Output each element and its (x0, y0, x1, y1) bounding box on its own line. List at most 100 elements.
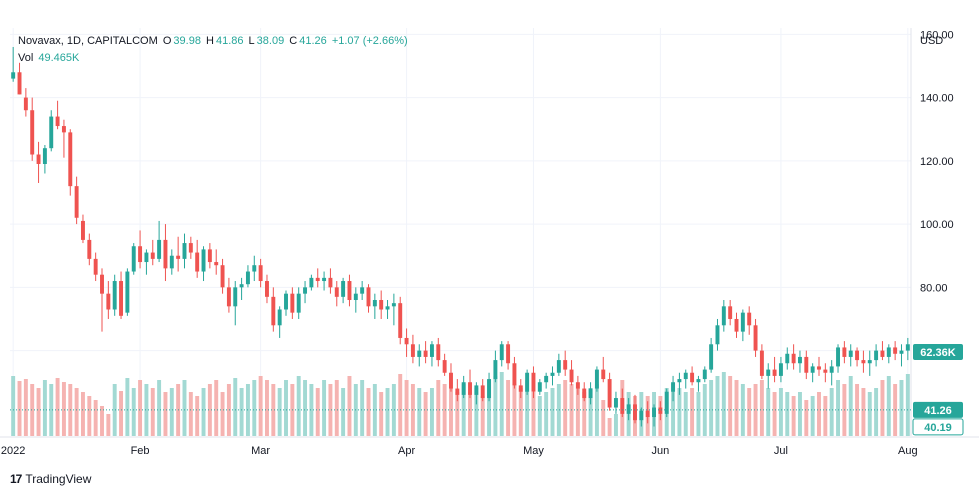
candle-body (328, 277, 333, 288)
candle-body (284, 293, 288, 310)
volume-bar (836, 380, 840, 436)
volume-bar (385, 388, 390, 436)
volume-legend: Vol 49.465K (18, 52, 81, 64)
candle-body (721, 306, 726, 326)
tradingview-brand: TradingView (25, 472, 92, 486)
volume-bar (728, 376, 733, 436)
volume-bar (163, 392, 168, 436)
volume-bar (239, 388, 244, 436)
volume-bar (36, 388, 41, 436)
candle-body (569, 369, 574, 383)
candle-body (537, 382, 542, 392)
candle-body (645, 410, 650, 418)
volume-price-label: 62.36K (920, 347, 956, 359)
candle-body (544, 375, 549, 383)
tradingview-logo-icon: 17 (10, 472, 22, 486)
volume-bar (328, 384, 333, 436)
volume-bar (518, 388, 523, 436)
volume-bar (131, 388, 136, 436)
candle-body (125, 271, 130, 313)
volume-bar (734, 380, 739, 436)
candle-body (633, 404, 637, 421)
candle-body (296, 293, 301, 313)
candle-body (42, 148, 47, 164)
volume-bar (23, 379, 28, 436)
volume-bar (296, 376, 301, 436)
candle-body (265, 281, 269, 297)
candle-body (157, 239, 162, 259)
candle-body (303, 287, 308, 294)
candle-body (506, 344, 511, 364)
candle-body (182, 243, 187, 259)
candle-body (512, 363, 517, 386)
candle-body (220, 265, 225, 288)
volume-bar (753, 384, 758, 436)
volume-bar (696, 392, 701, 436)
candle-body (138, 246, 143, 263)
candle-body (709, 344, 714, 370)
y-tick-label: 80.00 (920, 282, 948, 294)
candle-body (594, 369, 599, 389)
volume-bar (817, 392, 821, 436)
candle-body (11, 72, 16, 79)
candle-body (258, 265, 263, 282)
volume-bar (715, 376, 720, 436)
candle-body (144, 252, 149, 263)
candle-body (905, 344, 910, 351)
candle-body (195, 252, 200, 272)
volume-bar (747, 388, 752, 436)
candle-body (575, 382, 580, 389)
volume-bar (613, 414, 618, 436)
volume-bar (391, 384, 396, 436)
legend-close-label: C (289, 35, 298, 47)
x-tick-label: Mar (251, 445, 270, 457)
volume-bar (810, 396, 815, 436)
candle-body (17, 72, 22, 95)
volume-bar (220, 392, 225, 436)
legend-change: +1.07 (+2.66%) (331, 35, 408, 47)
volume-bar (480, 396, 485, 436)
candle-body (315, 277, 320, 282)
candle-body (93, 258, 98, 275)
candle-body (531, 372, 536, 392)
volume-bar (905, 374, 910, 436)
candle-body (525, 372, 530, 392)
volume-bar (360, 380, 365, 436)
volume-bar (119, 391, 124, 436)
volume-bar (804, 400, 809, 436)
volume-bar (442, 384, 447, 436)
volume-bar (81, 392, 85, 436)
candle-body (334, 287, 339, 297)
candle-body (100, 274, 104, 294)
candle-body (759, 350, 764, 376)
candle-body (690, 372, 695, 383)
legend-high-label: H (206, 35, 214, 47)
candle-body (620, 398, 625, 414)
volume-bar (861, 388, 866, 436)
candle-body (791, 353, 796, 364)
volume-bar (429, 388, 434, 436)
currency-label: USD (920, 35, 943, 47)
volume-bar (493, 376, 498, 436)
volume-bar (601, 400, 606, 436)
candle-body (23, 97, 28, 111)
volume-bar (582, 392, 587, 436)
tradingview-footer[interactable]: 17 TradingView (10, 472, 91, 486)
y-tick-label: 100.00 (920, 219, 954, 231)
volume-bar (100, 406, 104, 436)
volume-bar (49, 384, 54, 436)
candle-body (461, 382, 466, 395)
volume-bar (87, 396, 92, 436)
prev-close-label: 40.19 (924, 422, 952, 434)
candle-body (563, 360, 568, 370)
candle-body (271, 296, 276, 326)
volume-bar (588, 388, 593, 436)
volume-bar (144, 384, 149, 436)
volume-bar (334, 380, 339, 436)
volume-bar (797, 392, 802, 436)
legend-open-label: O (162, 35, 172, 47)
candle-body (785, 353, 790, 364)
volume-bar (772, 392, 777, 436)
